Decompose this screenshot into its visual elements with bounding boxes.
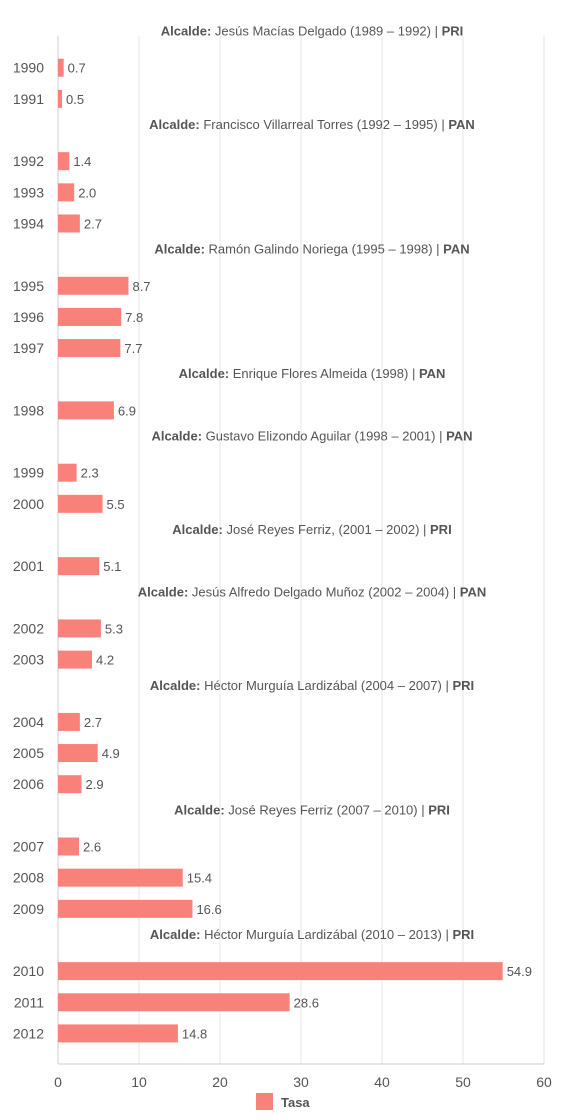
x-axis-tick-labels: 0 10 20 30 40 50 60	[54, 1074, 552, 1090]
data-label: 2.3	[81, 466, 99, 481]
bar-2007	[58, 837, 80, 856]
annotations: Alcalde: Jesús Macías Delgado (1989 – 19…	[138, 24, 487, 942]
y-tick-label: 2005	[13, 745, 44, 761]
mayor-annotation: Alcalde: Jesús Alfredo Delgado Muñoz (20…	[138, 584, 487, 599]
x-tick-label: 10	[131, 1074, 147, 1090]
x-tick-label: 50	[455, 1074, 471, 1090]
data-label: 2.0	[78, 185, 96, 200]
y-tick-label: 2004	[13, 714, 44, 730]
data-label: 5.1	[103, 559, 121, 574]
mayor-annotation: Alcalde: Ramón Galindo Noriega (1995 – 1…	[154, 242, 469, 257]
bar-1991	[58, 89, 63, 108]
y-tick-label: 2008	[13, 870, 44, 886]
bar-1998	[58, 401, 114, 420]
data-label: 28.6	[294, 995, 319, 1010]
data-label: 6.9	[118, 403, 136, 418]
data-label: 15.4	[187, 871, 212, 886]
data-label: 7.7	[124, 341, 142, 356]
x-tick-label: 60	[536, 1074, 552, 1090]
value-labels: 0.7 0.5 1.4 2.0 2.7 8.7 7.8 7.7 6.9 2.3 5.5 5.1 5.3 4…	[66, 61, 532, 1042]
bar-1995	[58, 276, 129, 295]
bar-2004	[58, 712, 80, 731]
data-label: 16.6	[196, 902, 221, 917]
y-tick-label: 1999	[13, 465, 44, 481]
data-label: 2.9	[85, 777, 103, 792]
y-tick-label: 2000	[13, 496, 44, 512]
legend-swatch-tasa	[256, 1093, 273, 1110]
bar-1996	[58, 307, 122, 326]
bar-2012	[58, 1024, 178, 1043]
data-label: 7.8	[125, 310, 143, 325]
bar-2010	[58, 962, 503, 981]
x-tick-label: 20	[212, 1074, 228, 1090]
data-label: 2.7	[84, 715, 102, 730]
mayor-annotation: Alcalde: José Reyes Ferriz (2007 – 2010)…	[174, 802, 450, 817]
bar-2011	[58, 993, 290, 1012]
data-label: 4.2	[96, 653, 114, 668]
data-label: 2.6	[83, 840, 101, 855]
y-tick-label: 2001	[13, 558, 44, 574]
mayor-annotation: Alcalde: Jesús Macías Delgado (1989 – 19…	[161, 24, 464, 39]
data-label: 0.7	[68, 61, 86, 76]
y-tick-label: 2012	[13, 1025, 44, 1041]
x-tick-label: 30	[293, 1074, 309, 1090]
y-tick-label: 1990	[13, 60, 44, 76]
bar-2000	[58, 494, 103, 513]
mayor-annotation: Alcalde: Enrique Flores Almeida (1998) |…	[179, 366, 446, 381]
x-tick-label: 0	[54, 1074, 62, 1090]
grid-lines	[57, 36, 545, 1065]
mayor-annotation: Alcalde: Gustavo Elizondo Aguilar (1998 …	[151, 429, 472, 444]
data-label: 1.4	[73, 154, 91, 169]
data-label: 54.9	[507, 964, 532, 979]
y-tick-label: 1993	[13, 184, 44, 200]
y-tick-label: 2009	[13, 901, 44, 917]
data-label: 5.5	[107, 497, 125, 512]
bar-2001	[58, 557, 100, 576]
y-tick-label: 2010	[13, 963, 44, 979]
data-label: 5.3	[105, 621, 123, 636]
bar-1994	[58, 214, 80, 233]
legend: Tasa	[256, 1093, 310, 1110]
mayor-annotation: Alcalde: José Reyes Ferriz, (2001 – 2002…	[172, 522, 451, 537]
data-label: 4.9	[102, 746, 120, 761]
bar-2006	[58, 775, 82, 794]
bar-1999	[58, 463, 77, 482]
y-axis-tick-labels: 1990 1991 1992 1993 1994 1995 1996 1997 1998 1999…	[13, 60, 44, 1042]
data-label: 14.8	[182, 1026, 207, 1041]
y-tick-label: 1997	[13, 340, 44, 356]
y-tick-label: 2003	[13, 652, 44, 668]
bar-2008	[58, 868, 183, 887]
y-tick-label: 1991	[13, 91, 44, 107]
bar-1992	[58, 152, 70, 171]
y-tick-label: 1998	[13, 402, 44, 418]
y-tick-label: 2011	[14, 994, 44, 1010]
bar-2005	[58, 744, 98, 763]
legend-label-tasa: Tasa	[281, 1095, 310, 1110]
bar-2003	[58, 650, 93, 669]
mayor-annotation: Alcalde: Héctor Murguía Lardizábal (2010…	[150, 927, 474, 942]
mayor-annotation: Alcalde: Héctor Murguía Lardizábal (2004…	[150, 678, 474, 693]
y-tick-label: 2007	[13, 839, 44, 855]
y-tick-label: 1996	[13, 309, 44, 325]
data-label: 2.7	[84, 216, 102, 231]
y-tick-label: 1995	[13, 278, 44, 294]
y-tick-label: 1994	[13, 215, 44, 231]
mayor-annotation: Alcalde: Francisco Villarreal Torres (19…	[149, 117, 475, 132]
y-tick-label: 1992	[13, 153, 44, 169]
bar-1993	[58, 183, 75, 202]
bar-2009	[58, 899, 193, 918]
bar-2002	[58, 619, 101, 638]
y-tick-label: 2002	[13, 620, 44, 636]
y-tick-label: 2006	[13, 776, 44, 792]
bar-series-tasa	[58, 58, 503, 1043]
bar-1990	[58, 58, 64, 77]
bar-1997	[58, 339, 121, 358]
data-label: 0.5	[66, 92, 84, 107]
data-label: 8.7	[132, 279, 150, 294]
x-tick-label: 40	[374, 1074, 390, 1090]
